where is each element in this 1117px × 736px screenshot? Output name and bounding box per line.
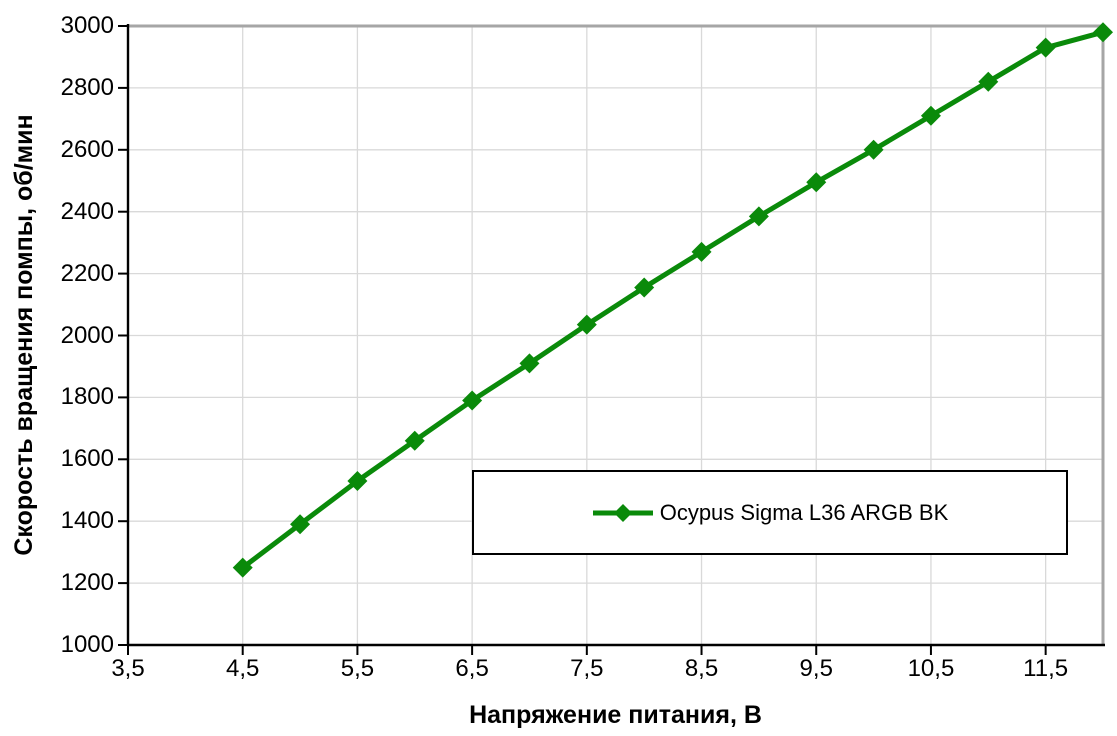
series-line-marker-icon [592,503,653,522]
x-tick-label: 6,5 [455,655,489,682]
y-axis-title: Скорость вращения помпы, об/мин [10,114,38,556]
x-tick-label: 9,5 [799,655,833,682]
x-tick-label: 7,5 [570,655,604,682]
legend-series-label: Ocypus Sigma L36 ARGB BK [659,499,949,525]
x-tick-label: 4,5 [226,655,260,682]
y-tick-label: 1600 [60,445,114,473]
x-tick-label: 11,5 [1023,655,1069,682]
y-tick-label: 2600 [60,135,114,163]
y-tick-label: 2400 [60,197,114,225]
legend: Ocypus Sigma L36 ARGB BK [472,470,1068,555]
y-tick-label: 1800 [60,383,114,411]
x-tick-label: 8,5 [684,655,719,682]
y-tick-label: 2000 [60,321,114,349]
y-tick-label: 1200 [60,569,114,597]
x-tick-label: 5,5 [340,655,375,682]
x-tick-label: 10,5 [907,655,955,682]
x-tick-label: 3,5 [111,655,145,682]
y-tick-label: 2800 [60,73,114,101]
y-tick-label: 1000 [60,631,114,658]
x-axis-title: Напряжение питания, В [469,701,762,729]
y-tick-label: 3000 [60,12,114,39]
y-tick-label: 2200 [60,259,114,287]
y-tick-label: 1400 [60,507,114,535]
